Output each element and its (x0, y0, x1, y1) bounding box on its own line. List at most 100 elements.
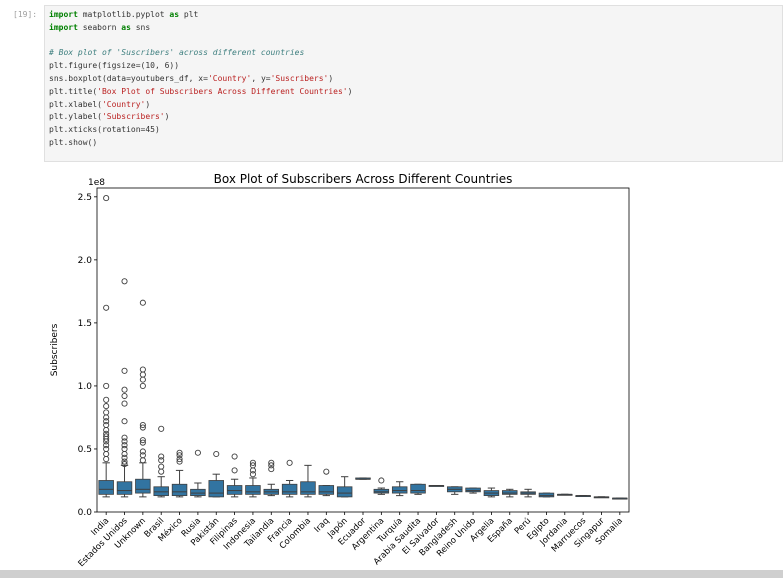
outlier-point (139, 439, 146, 446)
code-line: import matplotlib.pyplot as plt (49, 10, 198, 19)
outlier-point (268, 459, 275, 466)
code-token: # Box plot of 'Suscribers' across differ… (49, 48, 305, 58)
outlier-point (139, 437, 146, 444)
box-group (300, 464, 316, 498)
code-token: ) (164, 112, 170, 122)
code-token: plt (179, 10, 199, 19)
box (208, 480, 224, 498)
box-group (465, 487, 481, 494)
outlier-point (139, 371, 146, 378)
box-group (336, 476, 353, 498)
outlier-point (121, 438, 128, 445)
box (116, 481, 133, 495)
outlier-point (103, 414, 110, 421)
box (465, 487, 481, 493)
code-token: plt.title( (49, 86, 98, 96)
box-group (483, 487, 500, 498)
code-token: 'Country' (207, 73, 252, 83)
outlier-point (103, 450, 110, 458)
box-group (520, 488, 536, 498)
outlier-point (121, 442, 128, 449)
code-line: plt.xlabel('Country') (49, 100, 150, 109)
y-tick-label: 2.0 (78, 256, 93, 266)
outlier-point (103, 456, 110, 463)
outlier-point (249, 467, 256, 474)
outlier-point (121, 386, 128, 393)
code-line: # Box plot of 'Suscribers' across differ… (49, 48, 304, 57)
outlier-point (176, 456, 183, 463)
box-group (575, 495, 591, 498)
outlier-point (231, 467, 238, 474)
code-text[interactable]: import matplotlib.pyplot as plt import s… (49, 9, 352, 150)
box-group (373, 477, 390, 495)
box-group (135, 299, 151, 498)
box (391, 486, 408, 494)
outlier-point (121, 450, 128, 458)
outlier-point (268, 466, 275, 473)
outlier-point (249, 462, 256, 469)
outlier-point (121, 454, 128, 461)
outlier-point (121, 458, 128, 465)
outlier-point (323, 468, 330, 475)
outlier-point (139, 448, 146, 455)
horizontal-scrollbar[interactable] (0, 570, 783, 578)
outlier-point (249, 459, 256, 466)
outlier-point (176, 458, 183, 465)
box-group (538, 492, 555, 498)
outlier-point (378, 477, 385, 484)
box-group (502, 488, 518, 498)
code-line: plt.figure(figsize=(10, 6)) (49, 61, 179, 70)
code-editor[interactable]: import matplotlib.pyplot as plt import s… (44, 5, 783, 162)
outlier-point (139, 366, 146, 373)
box-group (208, 450, 224, 498)
box-group (612, 497, 628, 500)
code-token: plt.figure(figsize=(10, 6)) (49, 61, 180, 71)
outlier-point (231, 453, 238, 460)
code-token: matplotlib.pyplot (77, 10, 170, 19)
outlier-point (103, 418, 110, 425)
code-line: plt.title('Box Plot of Subscribers Acros… (49, 87, 352, 96)
box-group (557, 493, 573, 496)
outlier-point (103, 430, 110, 437)
box-group (116, 278, 133, 498)
outlier-point (158, 425, 165, 432)
outlier-point (103, 409, 110, 416)
y-tick-label: 1.5 (78, 319, 92, 329)
outlier-point (139, 421, 146, 429)
code-token: , y= (251, 73, 271, 83)
box-group (153, 425, 169, 498)
box-group (355, 477, 371, 480)
y-tick-label: 0.0 (78, 508, 93, 518)
cell-output: Box Plot of Subscribers Across Different… (44, 168, 783, 569)
box-group (318, 468, 335, 497)
boxplot-chart: Box Plot of Subscribers Across Different… (50, 172, 630, 569)
box-group (98, 195, 114, 498)
outlier-point (158, 463, 165, 470)
code-token: sns (130, 22, 151, 32)
code-token: 'Suscribers' (270, 73, 329, 83)
box-group (428, 485, 445, 487)
box (538, 492, 555, 498)
outlier-point (103, 445, 110, 453)
outlier-point (158, 453, 165, 460)
box-group (190, 449, 206, 498)
outlier-point (121, 461, 128, 468)
box-group (245, 459, 261, 498)
code-token: ) (328, 73, 334, 83)
y-tick-label: 0.5 (78, 445, 92, 455)
box (153, 486, 169, 497)
y-offset-label: 1e8 (88, 178, 105, 188)
outlier-point (121, 278, 128, 285)
outlier-point (103, 195, 110, 202)
code-token: import (49, 22, 78, 32)
outlier-point (103, 442, 110, 449)
outlier-point (139, 382, 146, 389)
code-line: import seaborn as sns (49, 23, 150, 32)
outlier-point (121, 418, 128, 425)
code-line: sns.boxplot(data=youtubers_df, x='Countr… (49, 74, 333, 83)
code-line: plt.show() (49, 138, 97, 147)
outlier-point (213, 450, 220, 458)
outlier-point (121, 367, 128, 374)
outlier-point (286, 459, 293, 466)
code-token: import (49, 10, 78, 19)
